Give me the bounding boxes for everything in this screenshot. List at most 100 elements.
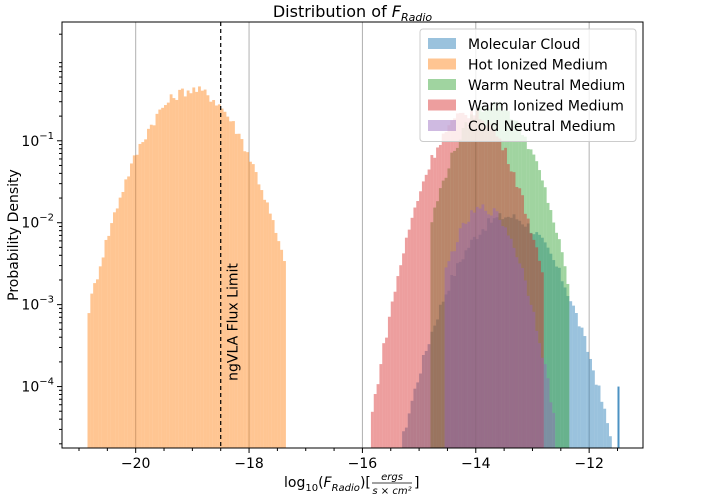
histogram-bar	[453, 118, 456, 448]
histogram-bar	[535, 232, 539, 448]
histogram-bar	[447, 168, 451, 448]
histogram-bar	[540, 180, 544, 448]
histogram-bar	[563, 266, 567, 448]
histogram-bar	[594, 384, 598, 448]
histogram-bar	[138, 143, 142, 448]
histogram-bar	[498, 138, 502, 448]
histogram-bar	[450, 251, 454, 448]
histogram-bar	[481, 204, 485, 448]
histogram-bar	[458, 139, 462, 449]
histogram-bar	[447, 125, 451, 449]
y-tick-label: 10−4	[21, 377, 54, 396]
histogram-bar	[447, 290, 451, 448]
histogram-bar	[444, 294, 448, 448]
histogram-bar	[424, 350, 428, 448]
histogram-bar	[481, 111, 485, 449]
histogram-bar	[430, 331, 434, 448]
histogram-bar	[155, 113, 159, 449]
series-hot-ionized-medium	[87, 86, 286, 449]
histogram-bar	[215, 105, 218, 448]
histogram-bar	[583, 336, 587, 448]
histogram-bar	[535, 330, 539, 448]
histogram-bar	[164, 105, 167, 448]
histogram-bar	[461, 112, 465, 449]
histogram-bar	[501, 150, 505, 448]
histogram-bar	[404, 237, 408, 448]
histogram-bar	[101, 257, 105, 448]
histogram-bar	[467, 221, 471, 448]
histogram-bar	[523, 280, 527, 448]
histogram-bar	[461, 259, 465, 448]
legend-swatch	[428, 79, 456, 90]
histogram-bar	[455, 113, 459, 448]
legend-label: Cold Neutral Medium	[468, 119, 616, 135]
histogram-bar	[467, 127, 471, 448]
histogram-bar	[209, 101, 213, 449]
histogram-bar	[444, 131, 448, 448]
histogram-bar	[192, 87, 196, 449]
histogram-bar	[410, 217, 414, 448]
histogram-bar	[484, 210, 488, 448]
histogram-bar	[506, 111, 510, 448]
histogram-bar	[492, 208, 496, 448]
histogram-bar	[467, 118, 471, 448]
histogram-bar	[385, 337, 388, 448]
histogram-bar	[509, 238, 513, 448]
histogram-bar	[271, 220, 275, 448]
legend-swatch	[428, 99, 456, 111]
histogram-bar	[433, 207, 437, 448]
histogram-bar	[540, 237, 544, 448]
histogram-bar	[195, 91, 199, 449]
histogram-bar	[226, 116, 230, 449]
histogram-bar	[521, 224, 524, 448]
histogram-bar	[421, 354, 425, 448]
histogram-bar	[569, 301, 573, 448]
histogram-bar	[135, 154, 139, 448]
histogram-bar	[450, 120, 454, 448]
histogram-bar	[549, 253, 553, 448]
histogram-bar	[546, 202, 550, 448]
histogram-bar	[563, 287, 567, 448]
histogram-bar	[189, 93, 193, 448]
histogram-bar	[574, 313, 578, 448]
histogram-bar	[521, 195, 524, 448]
histogram-bar	[464, 114, 468, 448]
histogram-bar	[461, 222, 465, 448]
histogram-bar	[399, 265, 403, 448]
axis-ticks	[57, 33, 618, 453]
histogram-bar	[130, 163, 133, 448]
histogram-bar	[608, 436, 612, 448]
histogram-bar	[478, 105, 482, 448]
legend-label: Warm Neutral Medium	[468, 78, 625, 94]
histogram-bar	[600, 401, 604, 448]
histogram-bar	[492, 101, 496, 448]
histogram-bar	[376, 384, 380, 448]
histogram-bar	[433, 157, 437, 448]
histogram-bar	[455, 147, 459, 448]
histogram-bar	[217, 104, 221, 448]
histogram-bar	[98, 266, 102, 448]
histogram-bar	[515, 120, 519, 448]
histogram-bar	[515, 187, 519, 448]
histogram-bar	[453, 276, 456, 448]
histogram-bar	[416, 201, 420, 448]
x-tick-label: −18	[234, 456, 264, 472]
histogram-bar	[532, 154, 536, 449]
histogram-bar	[512, 120, 516, 449]
legend-label: Hot Ionized Medium	[468, 58, 608, 74]
histogram-bar	[566, 296, 570, 448]
histogram-bar	[487, 121, 490, 448]
histogram-bar	[115, 208, 119, 448]
histogram-bar	[93, 283, 97, 448]
histogram-bar	[206, 95, 210, 448]
histogram-bar	[495, 108, 499, 449]
chart-title: Distribution of FRadio	[273, 2, 433, 24]
histogram-bar	[580, 327, 584, 448]
legend-label: Molecular Cloud	[468, 37, 580, 53]
histogram-bar	[430, 222, 434, 448]
histogram-bar	[421, 181, 425, 448]
histogram-bar	[444, 177, 448, 448]
histogram-bar	[526, 223, 530, 448]
histogram-bar	[127, 176, 131, 448]
histogram-bar	[390, 301, 394, 448]
